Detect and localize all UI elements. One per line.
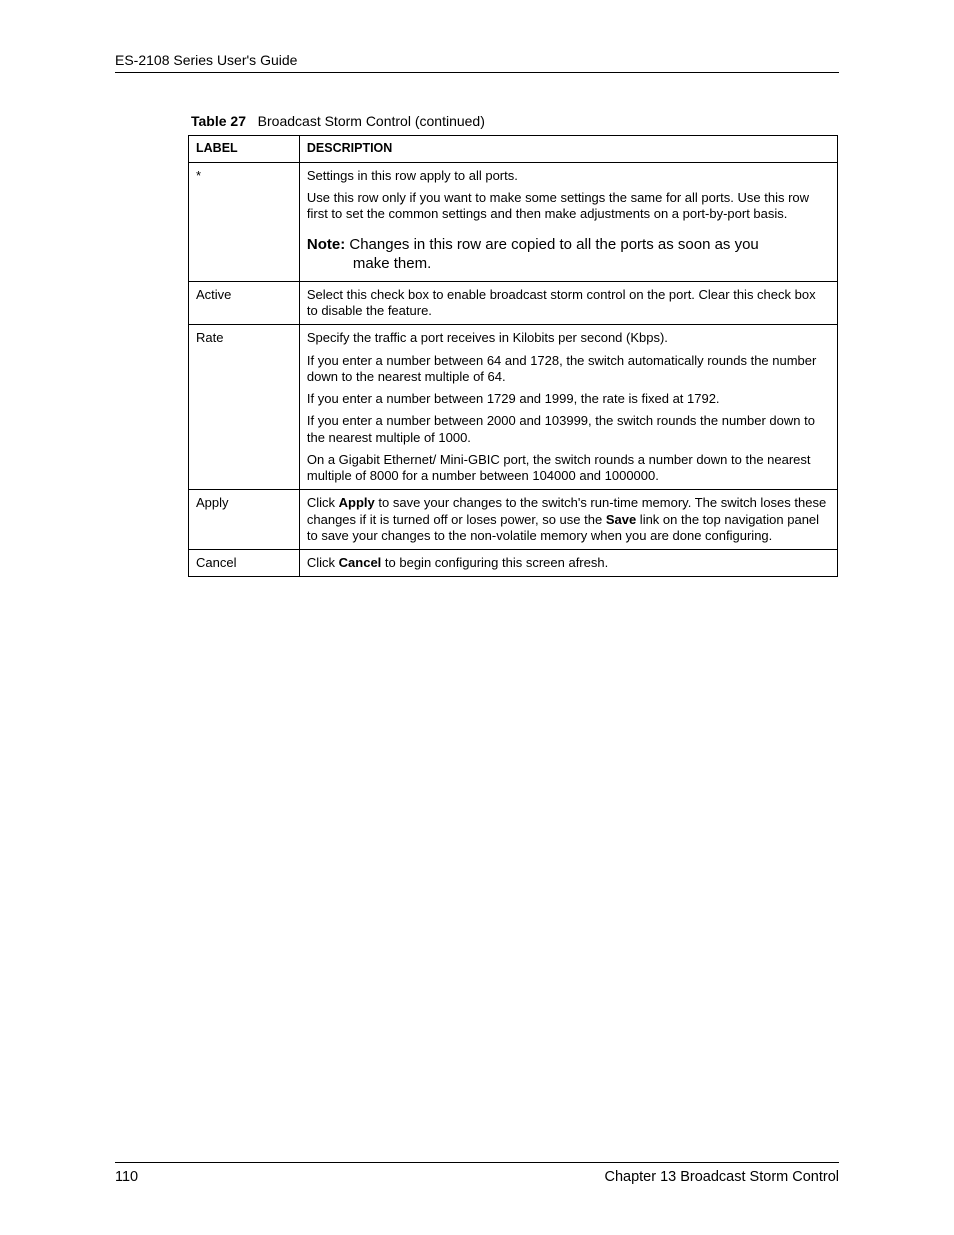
footer-rule (115, 1162, 839, 1163)
row-description: Specify the traffic a port receives in K… (299, 325, 837, 490)
note-label: Note: (307, 236, 345, 253)
col-label-header: LABEL (189, 136, 300, 163)
note-text: Changes in this row are copied to all th… (345, 236, 759, 253)
note-block: Note: Changes in this row are copied to … (307, 236, 830, 274)
row-label: Rate (189, 325, 300, 490)
desc-paragraph: Use this row only if you want to make so… (307, 190, 830, 223)
desc-paragraph: On a Gigabit Ethernet/ Mini-GBIC port, t… (307, 452, 830, 485)
note-text-cont: make them. (307, 255, 830, 274)
table-header-row: LABEL DESCRIPTION (189, 136, 838, 163)
bold-cancel: Cancel (339, 555, 382, 570)
row-description: Click Apply to save your changes to the … (299, 490, 837, 550)
text: Click (307, 495, 339, 510)
table-row: Apply Click Apply to save your changes t… (189, 490, 838, 550)
col-description-header: DESCRIPTION (299, 136, 837, 163)
row-description: Settings in this row apply to all ports.… (299, 162, 837, 281)
caption-title: Broadcast Storm Control (continued) (258, 113, 485, 129)
table-row: Active Select this check box to enable b… (189, 281, 838, 325)
broadcast-storm-table: LABEL DESCRIPTION * Settings in this row… (188, 135, 838, 577)
table-caption: Table 27 Broadcast Storm Control (contin… (191, 113, 839, 129)
table-row: Rate Specify the traffic a port receives… (189, 325, 838, 490)
desc-paragraph: Settings in this row apply to all ports. (307, 168, 830, 184)
desc-paragraph: Select this check box to enable broadcas… (307, 287, 830, 320)
text: Click (307, 555, 339, 570)
row-label: Cancel (189, 550, 300, 577)
running-head: ES-2108 Series User's Guide (115, 52, 839, 68)
page-number: 110 (115, 1169, 138, 1185)
caption-label: Table 27 (191, 113, 246, 129)
page-footer: 110 Chapter 13 Broadcast Storm Control (115, 1162, 839, 1185)
table-row: * Settings in this row apply to all port… (189, 162, 838, 281)
chapter-label: Chapter 13 Broadcast Storm Control (604, 1169, 839, 1185)
desc-paragraph: Specify the traffic a port receives in K… (307, 330, 830, 346)
bold-apply: Apply (339, 495, 375, 510)
desc-paragraph: If you enter a number between 1729 and 1… (307, 391, 830, 407)
desc-paragraph: If you enter a number between 64 and 172… (307, 353, 830, 386)
header-rule (115, 72, 839, 73)
page: ES-2108 Series User's Guide Table 27 Bro… (0, 0, 954, 1235)
row-description: Click Cancel to begin configuring this s… (299, 550, 837, 577)
desc-paragraph: Click Cancel to begin configuring this s… (307, 555, 830, 571)
desc-paragraph: Click Apply to save your changes to the … (307, 495, 830, 544)
table-row: Cancel Click Cancel to begin configuring… (189, 550, 838, 577)
row-label: Active (189, 281, 300, 325)
footer-row: 110 Chapter 13 Broadcast Storm Control (115, 1169, 839, 1185)
row-description: Select this check box to enable broadcas… (299, 281, 837, 325)
bold-save: Save (606, 512, 636, 527)
text: to begin configuring this screen afresh. (381, 555, 608, 570)
row-label: * (189, 162, 300, 281)
row-label: Apply (189, 490, 300, 550)
desc-paragraph: If you enter a number between 2000 and 1… (307, 413, 830, 446)
